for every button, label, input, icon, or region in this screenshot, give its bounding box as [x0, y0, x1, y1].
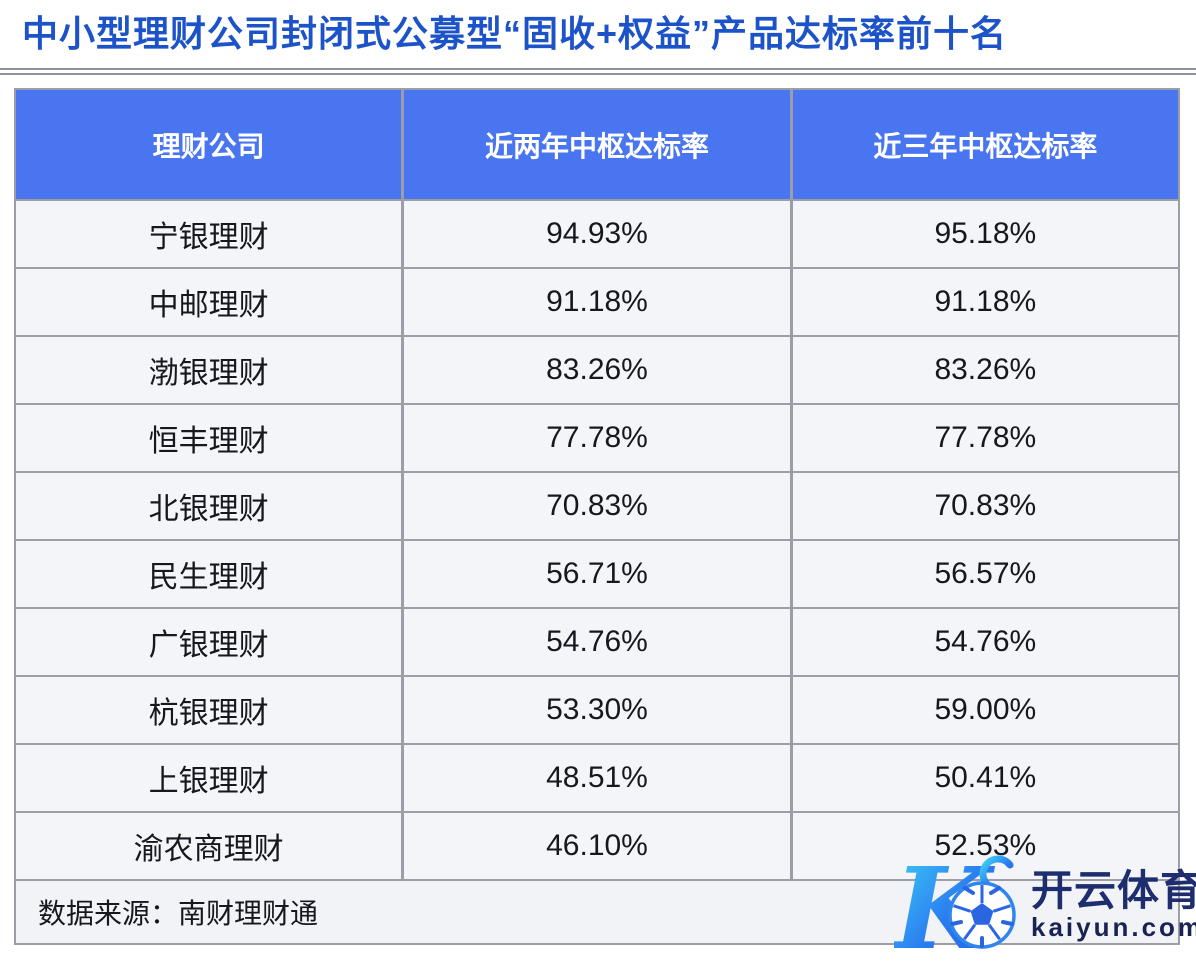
three-year-cell: 91.18% [789, 269, 1178, 335]
company-cell: 民生理财 [148, 561, 269, 594]
two-year-cell: 83.26% [401, 337, 789, 403]
table-row: 宁银理财 94.93% 95.18% [16, 199, 1178, 267]
table-row: 上银理财 48.51% 50.41% [16, 743, 1178, 811]
kaiyun-watermark: K [894, 847, 1196, 963]
company-cell: 上银理财 [148, 765, 269, 798]
two-year-cell: 56.71% [401, 541, 789, 607]
company-cell: 广银理财 [148, 629, 269, 662]
three-year-cell: 52.53% [789, 813, 1178, 879]
three-year-cell: 77.78% [789, 405, 1178, 471]
three-year-cell: 70.83% [789, 473, 1178, 539]
company-cell: 杭银理财 [148, 697, 269, 730]
table-header-row: 理财公司 近两年中枢达标率 近三年中枢达标率 [16, 90, 1178, 199]
two-year-cell: 94.93% [401, 201, 789, 267]
watermark-text-block: 开云体育 kaiyun.com [1031, 866, 1196, 942]
company-cell: 北银理财 [148, 493, 269, 526]
three-year-cell: 54.76% [789, 609, 1178, 675]
two-year-cell: 48.51% [401, 745, 789, 811]
two-year-cell: 46.10% [401, 813, 789, 879]
two-year-cell: 70.83% [401, 473, 789, 539]
company-cell: 渤银理财 [148, 357, 269, 390]
two-year-cell: 77.78% [401, 405, 789, 471]
table-row: 民生理财 56.71% 56.57% [16, 539, 1178, 607]
table-body: 宁银理财 94.93% 95.18% 中邮理财 91.18% 91.18% 渤银… [16, 199, 1178, 879]
watermark-brand-name: 开云体育 [1031, 866, 1196, 914]
two-year-cell: 54.76% [401, 609, 789, 675]
column-header-company: 理财公司 [152, 130, 265, 162]
table-row: 渝农商理财 46.10% 52.53% [16, 811, 1178, 879]
company-cell: 中邮理财 [148, 289, 269, 322]
table-row: 北银理财 70.83% 70.83% [16, 471, 1178, 539]
title-divider [0, 68, 1196, 76]
three-year-cell: 95.18% [789, 201, 1178, 267]
three-year-cell: 83.26% [789, 337, 1178, 403]
table-row: 渤银理财 83.26% 83.26% [16, 335, 1178, 403]
three-year-cell: 50.41% [789, 745, 1178, 811]
rankings-table: 理财公司 近两年中枢达标率 近三年中枢达标率 宁银理财 94.93% 95.18… [14, 88, 1180, 945]
three-year-cell: 59.00% [789, 677, 1178, 743]
column-header-two-year-rate: 近两年中枢达标率 [401, 90, 789, 199]
kaiyun-k-soccer-ball-icon: K [894, 847, 1016, 963]
two-year-cell: 91.18% [401, 269, 789, 335]
company-cell: 宁银理财 [148, 221, 269, 254]
table-row: 杭银理财 53.30% 59.00% [16, 675, 1178, 743]
company-cell: 渝农商理财 [133, 833, 284, 866]
table-row: 广银理财 54.76% 54.76% [16, 607, 1178, 675]
watermark-brand-url: kaiyun.com [1031, 911, 1196, 942]
table-row: 恒丰理财 77.78% 77.78% [16, 403, 1178, 471]
table-row: 中邮理财 91.18% 91.18% [16, 267, 1178, 335]
soccer-ball-icon [948, 881, 1016, 949]
company-cell: 恒丰理财 [148, 425, 269, 458]
three-year-cell: 56.57% [789, 541, 1178, 607]
column-header-three-year-rate: 近三年中枢达标率 [789, 90, 1178, 199]
page-title: 中小型理财公司封闭式公募型“固收+权益”产品达标率前十名 [22, 13, 1008, 54]
two-year-cell: 53.30% [401, 677, 789, 743]
data-source-label: 数据来源：南财理财通 [38, 898, 319, 929]
